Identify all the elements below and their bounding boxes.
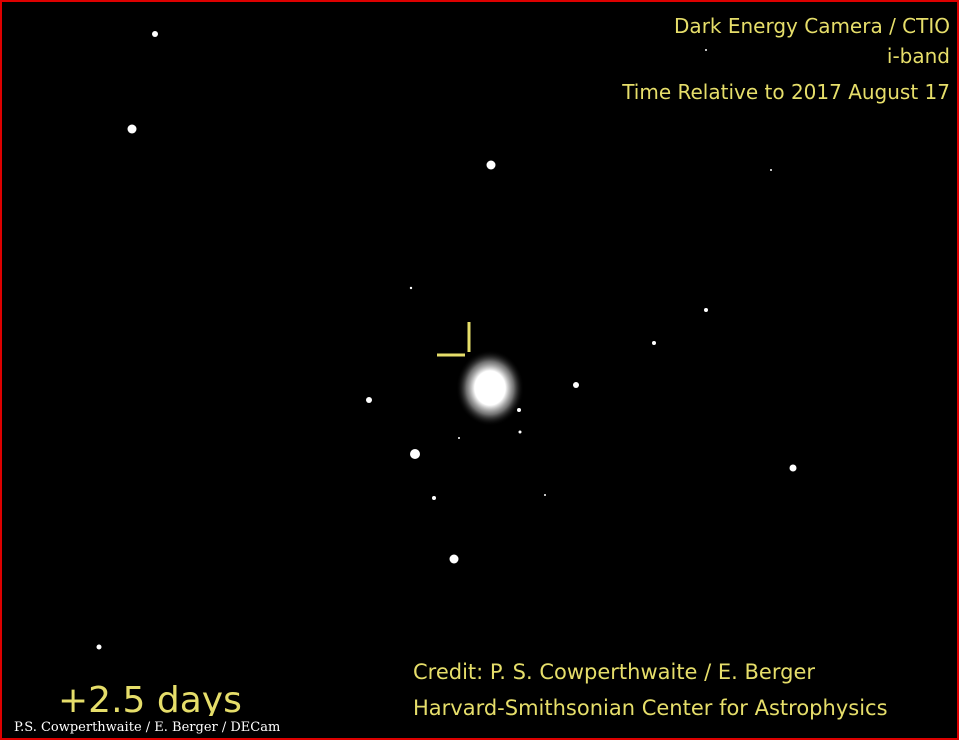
header-line: Dark Energy Camera / CTIO xyxy=(674,14,950,38)
marker xyxy=(437,322,471,357)
credit-line: Credit: P. S. Cowperthwaite / E. Berger xyxy=(413,660,815,684)
time-label: +2.5 days xyxy=(58,680,242,721)
galaxy xyxy=(456,350,524,426)
header-line: i-band xyxy=(887,44,950,68)
watermark: P.S. Cowperthwaite / E. Berger / DECam xyxy=(14,720,280,735)
credit-line: Harvard-Smithsonian Center for Astrophys… xyxy=(413,696,888,720)
watermark-bg xyxy=(10,716,398,736)
header-line: Time Relative to 2017 August 17 xyxy=(621,80,950,104)
stars xyxy=(96,31,797,650)
